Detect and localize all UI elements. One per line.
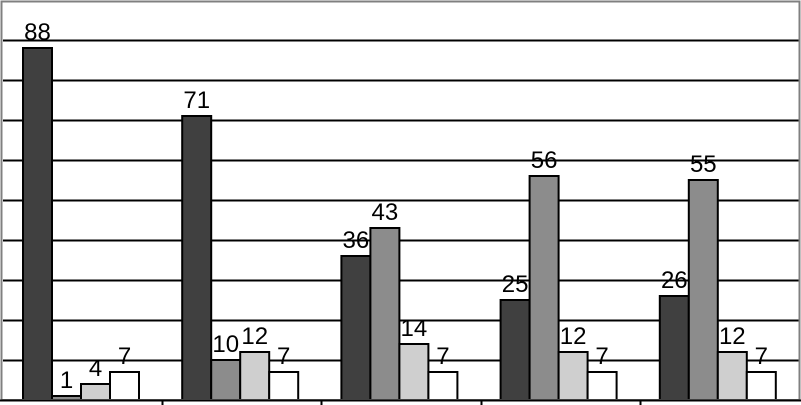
bar-s2-c2	[210, 359, 242, 401]
bar-s3-c3	[398, 343, 430, 401]
data-label-s3-c2: 12	[241, 323, 268, 350]
bar-s2-c4	[528, 175, 560, 401]
data-label-s3-c5: 12	[719, 323, 746, 350]
bar-s3-c2	[239, 351, 271, 401]
data-label-s1-c1: 88	[24, 19, 51, 46]
data-label-s3-c1: 4	[89, 355, 102, 382]
bar-s1-c4	[499, 299, 531, 401]
bar-s1-c1	[22, 47, 53, 401]
bar-s1-c5	[658, 295, 690, 401]
data-label-s2-c4: 56	[531, 147, 558, 174]
bars	[22, 47, 777, 401]
bar-s1-c2	[181, 115, 213, 401]
bar-s3-c5	[716, 351, 748, 401]
bar-s3-c1	[80, 383, 111, 401]
data-label-s3-c4: 12	[560, 323, 587, 350]
data-label-s2-c2: 10	[212, 331, 239, 358]
bar-s2-c5	[687, 179, 719, 401]
bar-s4-c3	[427, 371, 459, 401]
data-label-s1-c3: 36	[343, 227, 370, 254]
bar-s4-c5	[745, 371, 777, 401]
bar-s3-c4	[557, 351, 589, 401]
data-label-s1-c5: 26	[661, 267, 688, 294]
data-label-s2-c5: 55	[690, 151, 717, 178]
data-label-s2-c1: 1	[60, 367, 73, 394]
bar-s4-c2	[268, 371, 300, 401]
bar-s4-c4	[586, 371, 618, 401]
data-label-s4-c5: 7	[755, 343, 768, 370]
data-label-s4-c1: 7	[118, 343, 131, 370]
data-label-s4-c4: 7	[595, 343, 608, 370]
data-label-s1-c2: 71	[183, 87, 210, 114]
data-label-s1-c4: 25	[502, 271, 529, 298]
data-label-s4-c3: 7	[436, 343, 449, 370]
bar-s2-c3	[369, 227, 401, 401]
data-label-s4-c2: 7	[277, 343, 290, 370]
bar-s1-c3	[340, 255, 372, 401]
bar-s4-c1	[109, 371, 140, 401]
data-label-s3-c3: 14	[401, 315, 428, 342]
data-label-s2-c3: 43	[372, 199, 399, 226]
gridlines	[3, 39, 799, 362]
